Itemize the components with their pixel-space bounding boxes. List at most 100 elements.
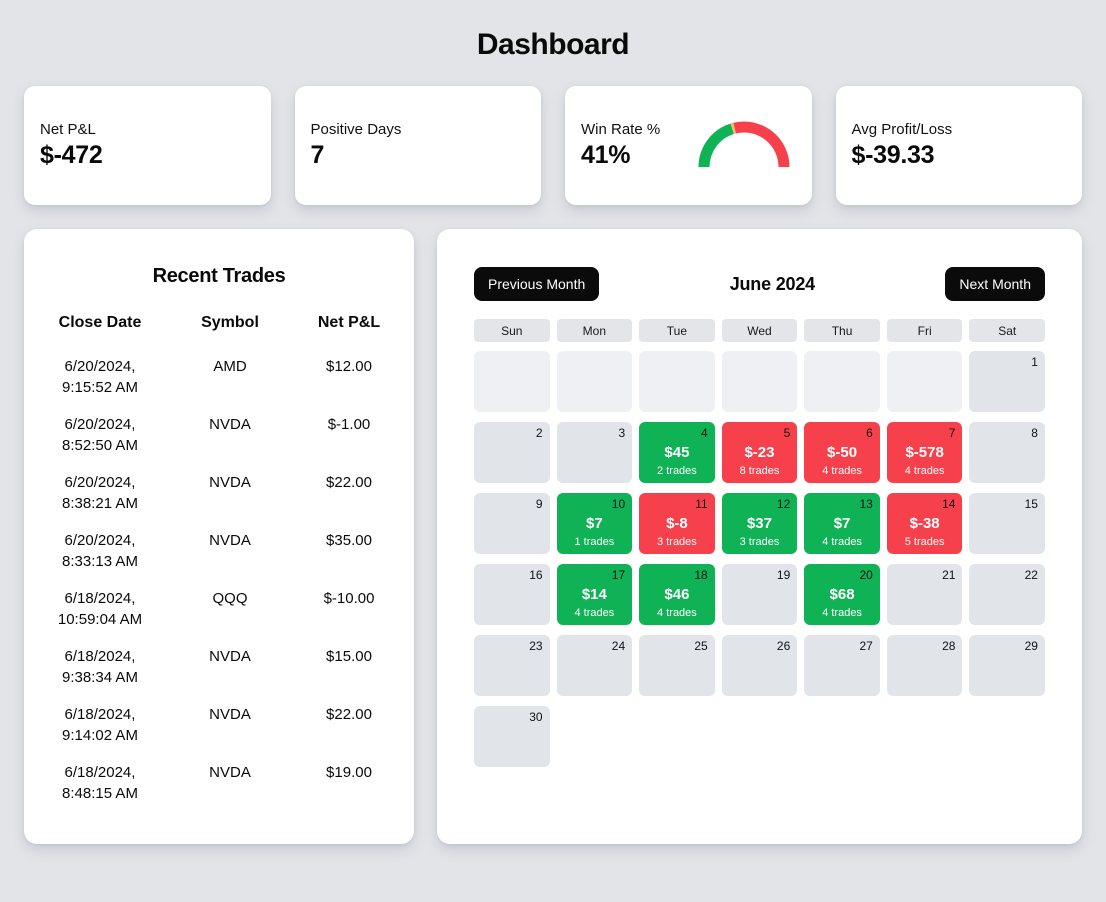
day-number: 14 [942,497,956,511]
day-pnl: $7 [586,515,603,532]
day-number: 18 [694,568,708,582]
trade-net-pnl: $15.00 [326,648,372,665]
calendar-day-10[interactable]: 10 $7 1 trades [556,493,633,554]
trade-symbol: QQQ [212,590,248,607]
stat-value-win-rate: 41% [581,141,631,169]
day-number: 4 [701,426,708,440]
calendar-cell-blank [557,706,633,767]
day-number: 27 [859,639,873,653]
trade-close-date: 6/18/2024, 10:59:04 AM [57,590,143,628]
trade-net-pnl: $19.00 [326,764,372,781]
calendar-title: June 2024 [729,273,815,294]
trade-close-date: 6/20/2024, 8:33:13 AM [62,532,138,570]
weekday-header-sun: Sun [474,319,550,342]
stat-card-avg-profit-loss: Avg Profit/Loss $-39.33 [835,86,1082,205]
trade-close-date: 6/18/2024, 9:38:34 AM [62,648,138,686]
win-rate-gauge [698,121,789,168]
day-trade-count: 1 trades [574,536,615,548]
stat-label-avg-profit-loss: Avg Profit/Loss [851,121,953,138]
day-number: 12 [776,497,791,511]
day-number: 29 [1024,639,1038,653]
calendar-day-6[interactable]: 6 $-50 4 trades [804,422,880,483]
gauge-amber-arc [730,122,736,135]
previous-month-button[interactable]: Previous Month [474,267,600,301]
day-number: 21 [942,568,956,582]
day-trade-count: 3 trades [739,536,780,548]
trade-row: 6/20/2024, 8:52:50 AM NVDA $-1.00 [24,414,414,456]
stat-label-positive-days: Positive Days [310,121,402,138]
day-number: 8 [1031,426,1038,440]
stat-value-avg-profit-loss: $-39.33 [851,141,935,169]
calendar-grid: 1 2 3 4 $45 2 trades 5 $-23 8 trades 6 $-50 4 trade… [474,351,1045,767]
trade-symbol: NVDA [209,706,251,723]
day-trade-count: 4 trades [822,536,862,548]
trade-row: 6/20/2024, 8:33:13 AM NVDA $35.00 [24,530,414,572]
calendar-day-12[interactable]: 12 $37 3 trades [721,493,798,554]
calendar-day-11[interactable]: 11 $-8 3 trades [639,493,715,554]
day-number: 6 [866,426,873,440]
gauge-green-arc [698,123,734,168]
main-content: Recent Trades Close Date Symbol Net P&L … [24,229,1082,844]
trade-row: 6/18/2024, 9:38:34 AM NVDA $15.00 [24,646,414,688]
trades-table-header: Close Date Symbol Net P&L [24,312,414,333]
calendar-cell-leading-empty [556,351,633,412]
weekday-header-fri: Fri [886,319,963,342]
calendar-day-21: 21 [886,564,963,625]
stat-card-win-rate: Win Rate % 41% [565,86,812,205]
day-pnl: $-50 [827,444,858,461]
calendar-day-18[interactable]: 18 $46 4 trades [639,564,715,625]
day-number: 11 [695,497,708,511]
calendar-day-17[interactable]: 17 $14 4 trades [556,564,633,625]
day-pnl: $-578 [905,444,944,461]
day-pnl: $-38 [909,515,940,532]
gauge-red-arc [732,121,789,168]
calendar-cell-leading-empty [804,351,880,412]
day-trade-count: 4 trades [657,607,697,619]
day-number: 5 [783,426,791,440]
day-trade-count: 2 trades [657,465,697,477]
day-number: 20 [859,568,873,582]
calendar-day-7[interactable]: 7 $-578 4 trades [886,422,963,483]
next-month-button[interactable]: Next Month [945,267,1045,301]
calendar-cell-blank [887,706,963,767]
stat-text: Avg Profit/Loss $-39.33 [852,121,953,170]
calendar-day-5[interactable]: 5 $-23 8 trades [721,422,798,483]
calendar-day-27: 27 [804,635,880,696]
calendar-cell-blank [722,706,798,767]
trade-net-pnl: $12.00 [326,358,372,375]
day-number: 1 [1031,355,1038,369]
day-pnl: $45 [664,444,690,461]
calendar-day-14[interactable]: 14 $-38 5 trades [886,493,963,554]
trade-row: 6/18/2024, 9:14:02 AM NVDA $22.00 [24,704,414,746]
calendar-day-20[interactable]: 20 $68 4 trades [804,564,880,625]
trade-row: 6/18/2024, 8:48:15 AM NVDA $19.00 [24,762,414,804]
calendar-header: Previous Month June 2024 Next Month [474,267,1045,301]
calendar-day-4[interactable]: 4 $45 2 trades [639,422,715,483]
calendar-day-13[interactable]: 13 $7 4 trades [804,493,880,554]
weekday-header-tue: Tue [639,319,715,342]
trade-close-date: 6/18/2024, 9:14:02 AM [62,706,138,744]
day-pnl: $46 [664,586,690,603]
page-title: Dashboard [476,28,630,61]
trade-net-pnl: $22.00 [326,706,372,723]
column-header-symbol: Symbol [201,314,259,331]
trade-symbol: NVDA [209,532,251,549]
day-trade-count: 4 trades [822,465,862,477]
trade-net-pnl: $22.00 [326,474,372,491]
day-number: 13 [859,497,873,511]
calendar-day-26: 26 [721,635,798,696]
trade-symbol: AMD [213,358,247,375]
day-number: 26 [776,639,791,653]
day-pnl: $-8 [666,515,688,532]
trade-net-pnl: $-1.00 [327,416,371,433]
calendar-cell-blank [969,706,1045,767]
calendar-day-8: 8 [969,422,1045,483]
trade-symbol: NVDA [209,764,251,781]
day-number: 15 [1024,497,1038,511]
calendar-cell-leading-empty [474,351,550,412]
weekday-header-wed: Wed [721,319,798,342]
day-number: 9 [535,497,543,511]
stat-text: Win Rate % 41% [581,121,660,170]
calendar-day-19: 19 [721,564,798,625]
weekday-header-mon: Mon [556,319,633,342]
